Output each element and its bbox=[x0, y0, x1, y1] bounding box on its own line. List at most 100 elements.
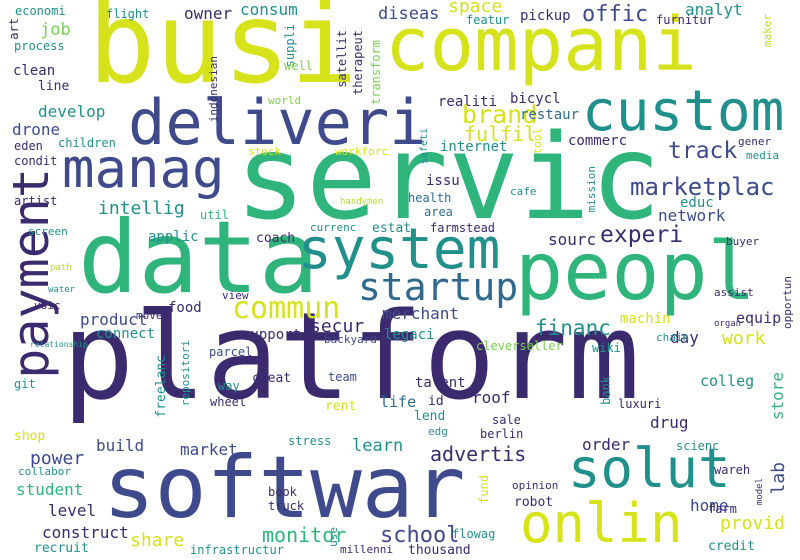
word-order: order bbox=[582, 435, 631, 454]
word-satellit: satellit bbox=[335, 30, 349, 88]
word-cafe: cafe bbox=[510, 185, 537, 198]
word-sourc: sourc bbox=[548, 230, 597, 249]
word-area: area bbox=[424, 205, 453, 219]
word-freelanc: freelanc bbox=[154, 355, 169, 418]
word-mission: mission bbox=[585, 166, 598, 213]
word-backyard: backyard bbox=[324, 333, 377, 346]
word-job: job bbox=[40, 20, 71, 40]
word-maker: maker bbox=[761, 14, 774, 48]
word-fund: fund bbox=[477, 475, 491, 504]
word-voic: voic bbox=[34, 299, 61, 312]
word-indonesian: indonesian bbox=[207, 56, 220, 123]
word-work: work bbox=[722, 328, 766, 349]
word-coach: coach bbox=[256, 231, 296, 246]
word-stress: stress bbox=[288, 434, 332, 448]
word-workforc: workforc bbox=[335, 145, 388, 158]
word-learn: learn bbox=[352, 436, 404, 456]
word-provid: provid bbox=[720, 513, 786, 534]
word-id: id bbox=[428, 394, 444, 409]
word-organ: organ bbox=[714, 319, 742, 329]
word-owner: owner bbox=[184, 4, 233, 23]
word-bicycl: bicycl bbox=[510, 91, 561, 107]
word-connect: connect bbox=[96, 326, 156, 342]
word-roof: roof bbox=[472, 388, 511, 407]
word-lend: lend bbox=[414, 409, 446, 424]
word-health: health bbox=[408, 191, 452, 205]
word-analyt: analyt bbox=[685, 0, 743, 19]
word-berlin: berlin bbox=[480, 427, 524, 441]
word-drone: drone bbox=[12, 120, 61, 139]
word-path: path bbox=[50, 263, 72, 273]
word-peopl: peopl bbox=[515, 225, 756, 318]
word-talent: talent bbox=[415, 375, 466, 391]
word-applic: applic bbox=[148, 229, 199, 245]
word-colleg: colleg bbox=[700, 372, 755, 390]
word-repositori: repositori bbox=[179, 340, 192, 407]
word-handymen: handymen bbox=[340, 197, 384, 207]
word-assist: assist bbox=[714, 286, 754, 299]
word-life: life bbox=[380, 393, 417, 411]
word-build: build bbox=[96, 436, 145, 455]
word-consum: consum bbox=[240, 0, 298, 19]
word-space: space bbox=[448, 0, 503, 17]
word-bank: bank bbox=[599, 376, 613, 405]
word-thousand: thousand bbox=[408, 543, 471, 558]
word-deliveri: deliveri bbox=[128, 86, 427, 159]
word-school: school bbox=[380, 523, 460, 548]
word-view: view bbox=[222, 289, 249, 302]
word-develop: develop bbox=[38, 102, 106, 121]
word-sale: sale bbox=[492, 413, 521, 427]
word-manag: manag bbox=[62, 137, 225, 200]
word-model: model bbox=[755, 478, 765, 506]
word-support: support bbox=[242, 327, 302, 343]
word-stock: stock bbox=[248, 145, 282, 158]
word-clean: clean bbox=[13, 63, 56, 79]
word-product: product bbox=[80, 310, 148, 329]
word-book: book bbox=[268, 485, 297, 499]
word-farm: farm bbox=[708, 502, 737, 516]
word-featur: featur bbox=[466, 13, 510, 27]
word-commun: commun bbox=[232, 291, 341, 326]
word-recruit: recruit bbox=[34, 541, 89, 556]
word-millenni: millenni bbox=[340, 543, 393, 556]
word-water: water bbox=[48, 285, 76, 295]
word-flight: flight bbox=[106, 7, 150, 21]
word-legaci: legaci bbox=[384, 327, 435, 343]
word-home: home bbox=[690, 496, 729, 515]
word-util: util bbox=[200, 208, 229, 222]
word-softwar: softwar bbox=[103, 438, 466, 538]
word-advertis: advertis bbox=[430, 442, 527, 466]
word-machin: machin bbox=[620, 311, 671, 327]
word-use: use bbox=[327, 527, 340, 547]
word-share: share bbox=[130, 530, 185, 551]
word-marketplac: marketplac bbox=[630, 173, 775, 201]
word-credit: credit bbox=[708, 539, 755, 554]
word-commerc: commerc bbox=[568, 133, 628, 149]
word-custom: custom bbox=[582, 79, 785, 144]
word-issu: issu bbox=[426, 173, 460, 189]
word-pickup: pickup bbox=[520, 8, 571, 24]
word-children: children bbox=[58, 136, 116, 150]
word-move: move bbox=[136, 309, 163, 322]
word-realiti: realiti bbox=[438, 94, 498, 110]
word-furnitur: furnitur bbox=[656, 13, 714, 27]
word-opportun: opportun bbox=[781, 276, 794, 329]
word-experi: experi bbox=[600, 222, 684, 248]
word-transform: transform bbox=[369, 40, 383, 106]
word-rent: rent bbox=[325, 399, 357, 414]
word-offic: offic bbox=[582, 2, 649, 27]
word-farmstead: farmstead bbox=[430, 221, 496, 235]
word-wheel: wheel bbox=[210, 395, 247, 409]
word-onlin: onlin bbox=[520, 492, 683, 555]
word-diseas: diseas bbox=[378, 4, 440, 24]
word-way: way bbox=[218, 379, 240, 393]
word-safeti: safeti bbox=[419, 128, 430, 165]
word-construct: construct bbox=[42, 523, 129, 542]
word-compani: compani bbox=[385, 2, 697, 88]
word-therapeut: therapeut bbox=[351, 30, 365, 96]
word-wareh: wareh bbox=[714, 463, 751, 477]
word-market: market bbox=[180, 440, 238, 459]
word-line: line bbox=[38, 79, 70, 94]
word-secur: secur bbox=[310, 316, 365, 337]
